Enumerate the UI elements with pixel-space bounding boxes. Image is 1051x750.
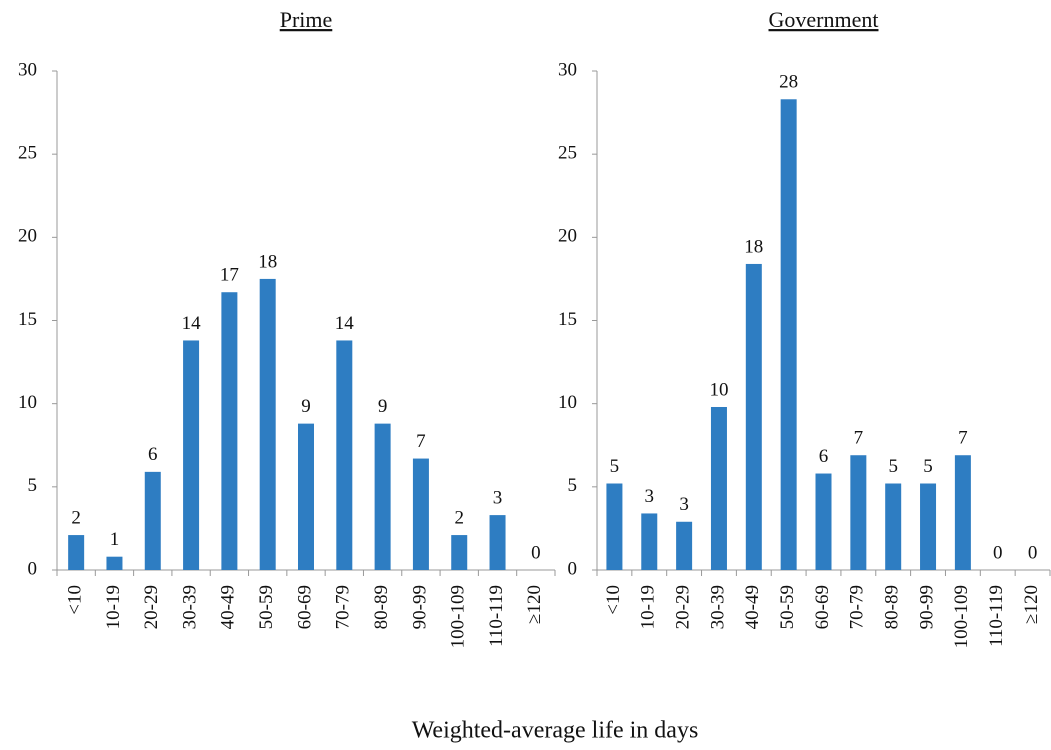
y-tick-label: 0 <box>28 558 38 579</box>
data-label: 7 <box>958 428 968 449</box>
bar <box>850 455 867 570</box>
data-label: 0 <box>1028 542 1038 563</box>
y-tick-label: 5 <box>28 475 38 496</box>
data-label: 28 <box>779 72 798 93</box>
x-tick-label: 60-69 <box>812 585 833 629</box>
data-label: 9 <box>378 396 388 417</box>
bar <box>920 483 937 570</box>
y-tick-label: 30 <box>18 59 37 80</box>
bar <box>106 556 123 570</box>
x-tick-label: 30-39 <box>179 585 200 629</box>
bar <box>298 423 314 570</box>
y-tick-label: 10 <box>558 392 577 413</box>
x-tick-label: 20-29 <box>672 585 693 629</box>
data-label: 18 <box>258 251 277 272</box>
bar <box>144 471 161 570</box>
x-tick-label: 60-69 <box>294 585 315 629</box>
data-label: 0 <box>531 542 541 563</box>
bar <box>954 455 971 570</box>
data-label: 3 <box>493 487 503 508</box>
x-tick-label: 100-109 <box>951 585 972 648</box>
data-label: 5 <box>610 456 620 477</box>
bar <box>68 535 85 570</box>
x-tick-label: 70-79 <box>333 585 354 629</box>
data-label: 18 <box>744 236 763 257</box>
data-label: 10 <box>709 379 728 400</box>
bar <box>815 473 832 570</box>
x-tick-label: 40-49 <box>742 585 763 629</box>
bar <box>676 521 693 570</box>
y-tick-label: 10 <box>18 392 37 413</box>
data-label: 2 <box>71 507 81 528</box>
data-label: 1 <box>110 529 120 550</box>
x-tick-label: <10 <box>603 585 624 615</box>
data-label: 9 <box>301 396 311 417</box>
chart-title: Government <box>769 7 879 32</box>
bar <box>221 292 238 570</box>
chart-title: Prime <box>280 7 333 32</box>
y-tick-label: 15 <box>18 309 37 330</box>
data-label: 5 <box>923 456 933 477</box>
bar <box>885 483 902 570</box>
bar <box>183 340 200 570</box>
data-label: 2 <box>454 507 464 528</box>
x-tick-label: 110-119 <box>486 585 507 647</box>
data-label: 14 <box>335 313 355 334</box>
data-label: 7 <box>854 428 864 449</box>
data-label: 5 <box>888 456 898 477</box>
bar <box>412 458 429 570</box>
x-axis-label: Weighted-average life in days <box>412 718 699 744</box>
x-tick-label: ≥120 <box>524 585 545 624</box>
y-tick-label: 25 <box>558 143 577 164</box>
y-tick-label: 0 <box>568 558 578 579</box>
x-tick-label: <10 <box>65 585 86 615</box>
bar <box>710 406 727 570</box>
x-tick-label: 90-99 <box>916 585 937 629</box>
y-tick-label: 25 <box>18 143 37 164</box>
data-label: 6 <box>148 444 158 465</box>
bar <box>780 99 797 570</box>
x-tick-label: ≥120 <box>1021 585 1042 624</box>
data-label: 0 <box>993 542 1003 563</box>
data-label: 3 <box>645 486 655 507</box>
bar <box>606 483 623 570</box>
data-label: 6 <box>819 446 829 467</box>
bar <box>489 515 506 570</box>
data-label: 7 <box>416 431 426 452</box>
bar <box>374 423 391 570</box>
x-tick-label: 10-19 <box>638 585 659 629</box>
x-tick-label: 50-59 <box>777 585 798 629</box>
x-tick-label: 20-29 <box>141 585 162 629</box>
bar <box>259 278 276 570</box>
x-tick-label: 50-59 <box>256 585 277 629</box>
data-label: 17 <box>220 265 239 286</box>
data-label: 3 <box>679 494 689 515</box>
y-tick-label: 30 <box>558 59 577 80</box>
x-tick-label: 100-109 <box>448 585 469 648</box>
y-tick-label: 5 <box>568 475 578 496</box>
bar <box>745 263 762 570</box>
bar <box>336 340 353 570</box>
x-tick-label: 10-19 <box>103 585 124 629</box>
bar <box>451 535 468 570</box>
x-tick-label: 90-99 <box>409 585 430 629</box>
bar <box>641 513 658 570</box>
x-tick-label: 30-39 <box>707 585 728 629</box>
x-tick-label: 80-89 <box>882 585 903 629</box>
y-tick-label: 20 <box>558 226 577 247</box>
x-tick-label: 80-89 <box>371 585 392 629</box>
y-tick-label: 20 <box>18 226 37 247</box>
x-tick-label: 110-119 <box>986 585 1007 647</box>
data-label: 14 <box>182 313 202 334</box>
x-tick-label: 40-49 <box>218 585 239 629</box>
y-tick-label: 15 <box>558 309 577 330</box>
x-tick-label: 70-79 <box>847 585 868 629</box>
